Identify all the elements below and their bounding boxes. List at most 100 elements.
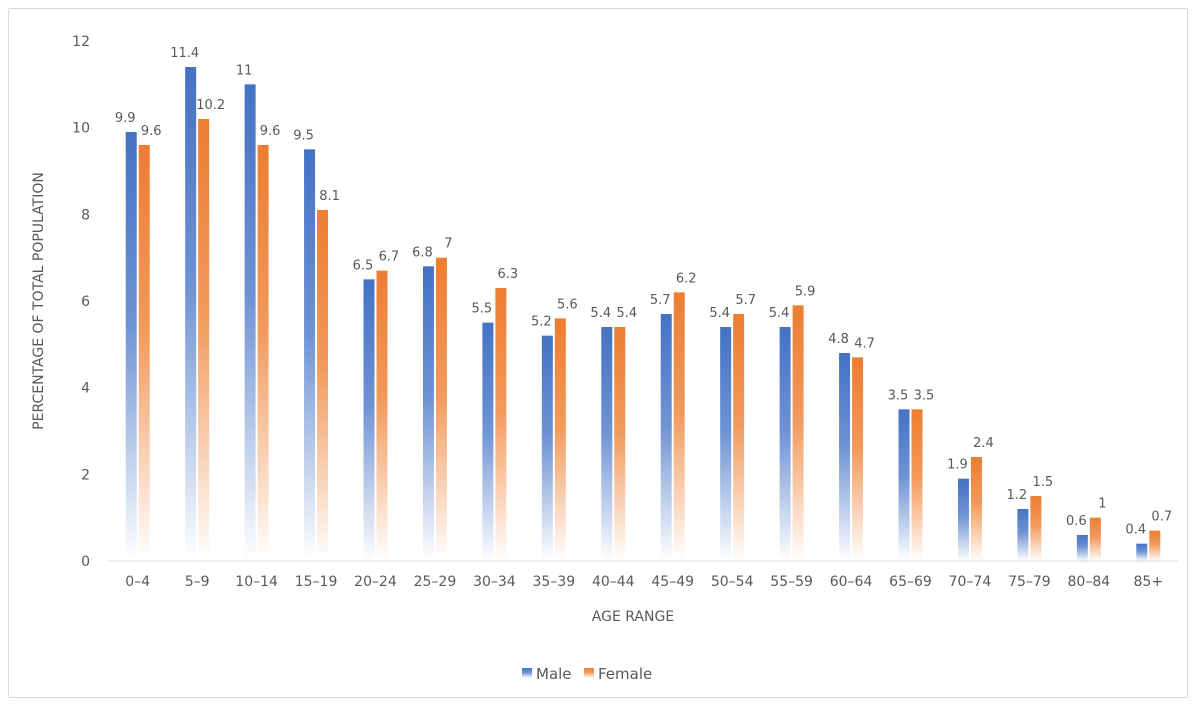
data-labels: 9.9 9.6 11.4 10.2 11 9.6 9.5 8.1 6.5 6.7 6.8 7 5.5 6.… <box>115 46 1172 538</box>
female-bar <box>911 409 923 561</box>
male-bar <box>482 322 494 561</box>
y-axis-ticks: 0 2 4 6 8 10 12 <box>72 34 90 570</box>
male-bar <box>839 353 851 561</box>
data-label: 6.5 <box>353 258 374 273</box>
female-bar <box>970 457 982 561</box>
data-label: 2.4 <box>973 436 994 451</box>
female-bar <box>852 357 864 561</box>
x-tick-label: 65–69 <box>889 574 932 590</box>
female-bar <box>792 305 804 561</box>
x-tick-label: 5–9 <box>185 574 210 590</box>
female-bar <box>673 292 685 561</box>
x-tick-label: 85+ <box>1134 574 1164 590</box>
x-tick-label: 55–59 <box>770 574 813 590</box>
bar-chart: 0 2 4 6 8 10 12 9.9 9.6 11.4 10.2 11 9.6 9.5 8.1 6.5 6.… <box>31 34 1178 683</box>
y-tick-label: 8 <box>81 207 90 223</box>
female-bar <box>435 257 447 561</box>
data-label: 5.6 <box>557 297 578 312</box>
data-label: 8.1 <box>319 189 340 204</box>
data-label: 0.4 <box>1125 523 1146 538</box>
female-bar <box>1089 517 1101 561</box>
data-label: 0.6 <box>1066 514 1087 529</box>
x-tick-label: 45–49 <box>651 574 694 590</box>
male-bar <box>304 149 316 562</box>
x-tick-label: 25–29 <box>414 574 457 590</box>
data-label: 5.7 <box>735 293 756 308</box>
legend-swatch <box>522 668 532 678</box>
x-tick-label: 50–54 <box>711 574 754 590</box>
x-tick-label: 20–24 <box>354 574 397 590</box>
y-tick-label: 6 <box>81 294 90 310</box>
data-label: 3.5 <box>888 388 909 403</box>
male-bar <box>1136 543 1148 561</box>
female-bar <box>614 327 626 561</box>
male-bar <box>720 327 732 561</box>
bars <box>125 67 1161 562</box>
male-bar <box>185 67 197 561</box>
male-bar <box>1076 535 1088 561</box>
data-label: 5.7 <box>650 293 671 308</box>
female-bar <box>198 119 210 561</box>
x-tick-label: 15–19 <box>295 574 338 590</box>
male-bar <box>363 279 375 561</box>
female-bar <box>495 288 507 561</box>
data-label: 5.5 <box>472 302 493 317</box>
data-label: 4.7 <box>854 336 875 351</box>
male-bar <box>898 409 910 561</box>
x-axis-title: AGE RANGE <box>592 609 674 625</box>
data-label: 10.2 <box>196 98 225 113</box>
data-label: 6.7 <box>379 250 400 265</box>
chart-area: 0 2 4 6 8 10 12 9.9 9.6 11.4 10.2 11 9.6 9.5 8.1 6.5 6.… <box>8 8 1188 698</box>
x-tick-label: 10–14 <box>235 574 278 590</box>
data-label: 1.5 <box>1033 475 1054 490</box>
data-label: 5.4 <box>616 306 637 321</box>
data-label: 1 <box>1098 497 1106 512</box>
legend-label: Female <box>598 665 652 683</box>
female-bar <box>376 270 388 561</box>
data-label: 1.2 <box>1007 488 1028 503</box>
female-bar <box>1030 496 1042 561</box>
y-axis-title: PERCENTAGE OF TOTAL POPULATION <box>31 172 47 430</box>
male-bar <box>957 478 969 561</box>
x-tick-label: 30–34 <box>473 574 516 590</box>
data-label: 9.9 <box>115 111 136 126</box>
y-tick-label: 10 <box>72 121 90 137</box>
y-tick-label: 0 <box>81 554 90 570</box>
male-bar <box>422 266 434 561</box>
data-label: 9.6 <box>260 124 281 139</box>
legend-swatch <box>584 668 594 678</box>
female-bar <box>257 145 269 561</box>
x-tick-label: 0–4 <box>125 574 150 590</box>
x-tick-label: 40–44 <box>592 574 635 590</box>
male-bar <box>660 314 672 561</box>
data-label: 11 <box>236 63 253 78</box>
data-label: 7 <box>444 237 452 252</box>
x-axis-ticks: 0–4 5–9 10–14 15–19 20–24 25–29 30–34 35–39 40–4… <box>125 574 1163 590</box>
female-bar <box>138 145 150 561</box>
data-label: 5.9 <box>795 284 816 299</box>
legend: Male Female <box>522 665 652 683</box>
legend-label: Male <box>536 665 572 683</box>
data-label: 6.8 <box>412 245 433 260</box>
male-bar <box>601 327 613 561</box>
data-label: 5.2 <box>531 315 552 330</box>
y-tick-label: 12 <box>72 34 90 50</box>
data-label: 11.4 <box>170 46 199 61</box>
x-tick-label: 70–74 <box>949 574 992 590</box>
female-bar <box>317 210 329 561</box>
male-bar <box>779 327 791 561</box>
data-label: 1.9 <box>947 458 968 473</box>
female-bar <box>733 314 745 561</box>
male-bar <box>125 132 137 561</box>
data-label: 9.5 <box>293 128 314 143</box>
female-bar <box>1149 530 1161 561</box>
data-label: 6.3 <box>498 267 519 282</box>
x-tick-label: 75–79 <box>1008 574 1051 590</box>
x-tick-label: 35–39 <box>533 574 576 590</box>
male-bar <box>244 84 256 561</box>
data-label: 6.2 <box>676 271 697 286</box>
data-label: 0.7 <box>1151 510 1172 525</box>
data-label: 3.5 <box>914 388 935 403</box>
data-label: 5.4 <box>769 306 790 321</box>
x-tick-label: 80–84 <box>1068 574 1111 590</box>
